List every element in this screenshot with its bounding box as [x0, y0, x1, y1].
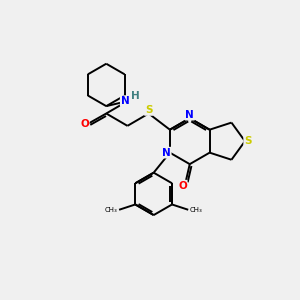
Text: CH₃: CH₃	[105, 207, 118, 213]
Text: O: O	[80, 119, 89, 129]
Text: S: S	[145, 105, 152, 115]
Text: O: O	[178, 181, 187, 190]
Text: N: N	[121, 96, 130, 106]
Text: S: S	[244, 136, 252, 146]
Text: CH₃: CH₃	[190, 207, 202, 213]
Text: H: H	[131, 91, 140, 101]
Text: N: N	[162, 148, 171, 158]
Text: N: N	[185, 110, 194, 120]
